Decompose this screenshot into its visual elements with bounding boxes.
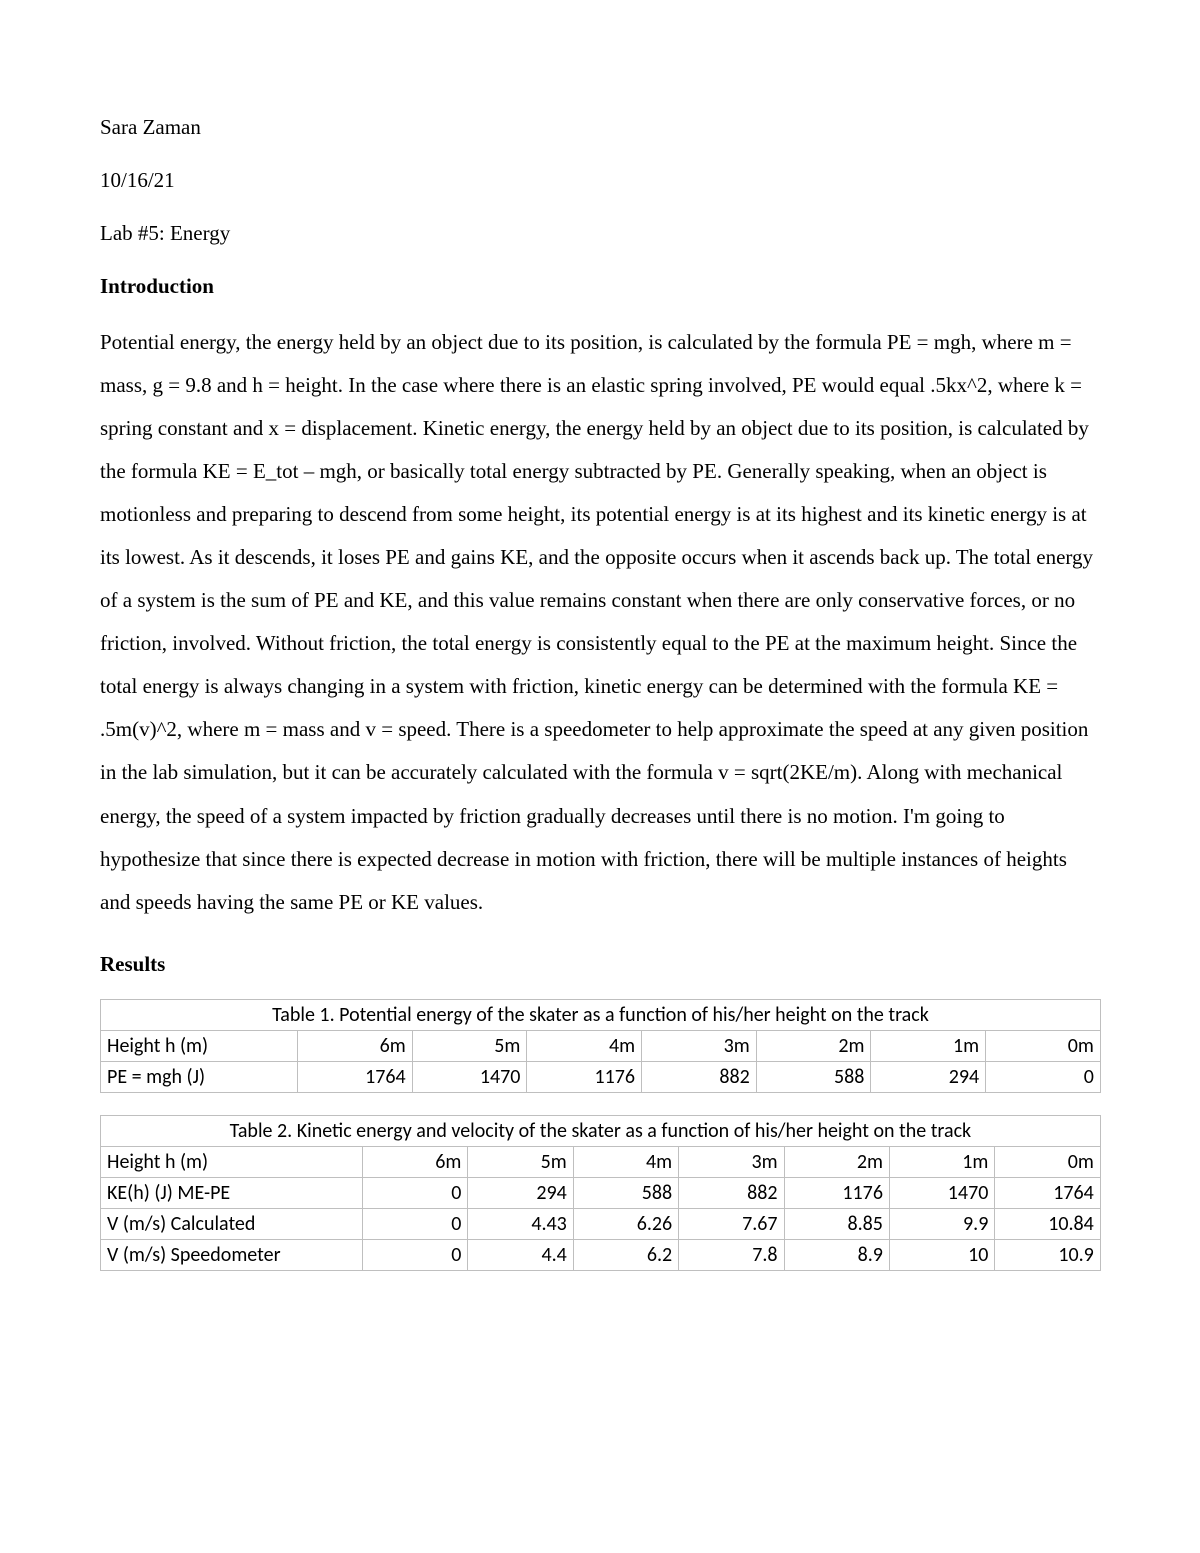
table-cell: 294 (468, 1177, 573, 1208)
table-cell: 6m (298, 1030, 413, 1061)
introduction-heading: Introduction (100, 274, 1100, 299)
table-cell: 4.43 (468, 1208, 573, 1239)
table-cell: 9.9 (889, 1208, 994, 1239)
table-cell: 1176 (784, 1177, 889, 1208)
table-cell: 6.26 (573, 1208, 678, 1239)
results-heading: Results (100, 952, 1100, 977)
table-cell: 5m (468, 1146, 573, 1177)
table-cell: 2m (756, 1030, 871, 1061)
table-cell: 294 (871, 1061, 986, 1092)
author-line: Sara Zaman (100, 115, 1100, 140)
table-cell: 1176 (527, 1061, 642, 1092)
table-row: Height h (m) 6m 5m 4m 3m 2m 1m 0m (101, 1146, 1101, 1177)
table-cell: 1m (871, 1030, 986, 1061)
table-cell-label: PE = mgh (J) (101, 1061, 298, 1092)
table-cell: 4m (527, 1030, 642, 1061)
table-cell: 2m (784, 1146, 889, 1177)
table-cell: 1764 (995, 1177, 1100, 1208)
table-row: KE(h) (J) ME-PE 0 294 588 882 1176 1470 … (101, 1177, 1101, 1208)
table-2-block: Table 2. Kinetic energy and velocity of … (100, 1115, 1100, 1271)
table-cell-label: Height h (m) (101, 1030, 298, 1061)
table-cell: 882 (642, 1061, 757, 1092)
table-cell: 1764 (298, 1061, 413, 1092)
introduction-body: Potential energy, the energy held by an … (100, 321, 1100, 924)
table-cell: 3m (679, 1146, 784, 1177)
table-1-caption-row: Table 1. Potential energy of the skater … (101, 999, 1101, 1030)
table-cell-label: V (m/s) Speedometer (101, 1239, 363, 1270)
table-cell: 0 (363, 1239, 468, 1270)
table-cell: 1470 (412, 1061, 527, 1092)
table-cell: 0m (995, 1146, 1100, 1177)
table-cell: 7.8 (679, 1239, 784, 1270)
date-line: 10/16/21 (100, 168, 1100, 193)
table-cell: 1m (889, 1146, 994, 1177)
table-cell: 10.84 (995, 1208, 1100, 1239)
table-row: PE = mgh (J) 1764 1470 1176 882 588 294 … (101, 1061, 1101, 1092)
document-page: Sara Zaman 10/16/21 Lab #5: Energy Intro… (0, 0, 1200, 1553)
table-cell: 0 (363, 1208, 468, 1239)
table-cell: 6.2 (573, 1239, 678, 1270)
table-cell: 8.9 (784, 1239, 889, 1270)
table-cell: 3m (642, 1030, 757, 1061)
table-cell: 6m (363, 1146, 468, 1177)
table-cell: 588 (756, 1061, 871, 1092)
table-cell: 4.4 (468, 1239, 573, 1270)
table-2-caption-row: Table 2. Kinetic energy and velocity of … (101, 1115, 1101, 1146)
table-cell: 0 (363, 1177, 468, 1208)
table-1-block: Table 1. Potential energy of the skater … (100, 999, 1100, 1093)
table-cell: 588 (573, 1177, 678, 1208)
table-cell-label: V (m/s) Calculated (101, 1208, 363, 1239)
table-cell: 7.67 (679, 1208, 784, 1239)
table-1: Table 1. Potential energy of the skater … (100, 999, 1101, 1093)
table-cell: 4m (573, 1146, 678, 1177)
table-1-caption: Table 1. Potential energy of the skater … (101, 999, 1101, 1030)
table-cell: 1470 (889, 1177, 994, 1208)
table-cell: 882 (679, 1177, 784, 1208)
table-cell-label: Height h (m) (101, 1146, 363, 1177)
table-cell: 8.85 (784, 1208, 889, 1239)
table-row: V (m/s) Speedometer 0 4.4 6.2 7.8 8.9 10… (101, 1239, 1101, 1270)
table-row: V (m/s) Calculated 0 4.43 6.26 7.67 8.85… (101, 1208, 1101, 1239)
table-cell: 10 (889, 1239, 994, 1270)
table-cell-label: KE(h) (J) ME-PE (101, 1177, 363, 1208)
table-row: Height h (m) 6m 5m 4m 3m 2m 1m 0m (101, 1030, 1101, 1061)
table-2-caption: Table 2. Kinetic energy and velocity of … (101, 1115, 1101, 1146)
table-cell: 10.9 (995, 1239, 1100, 1270)
lab-title-line: Lab #5: Energy (100, 221, 1100, 246)
table-cell: 0 (986, 1061, 1101, 1092)
table-cell: 5m (412, 1030, 527, 1061)
table-2: Table 2. Kinetic energy and velocity of … (100, 1115, 1101, 1271)
table-cell: 0m (986, 1030, 1101, 1061)
